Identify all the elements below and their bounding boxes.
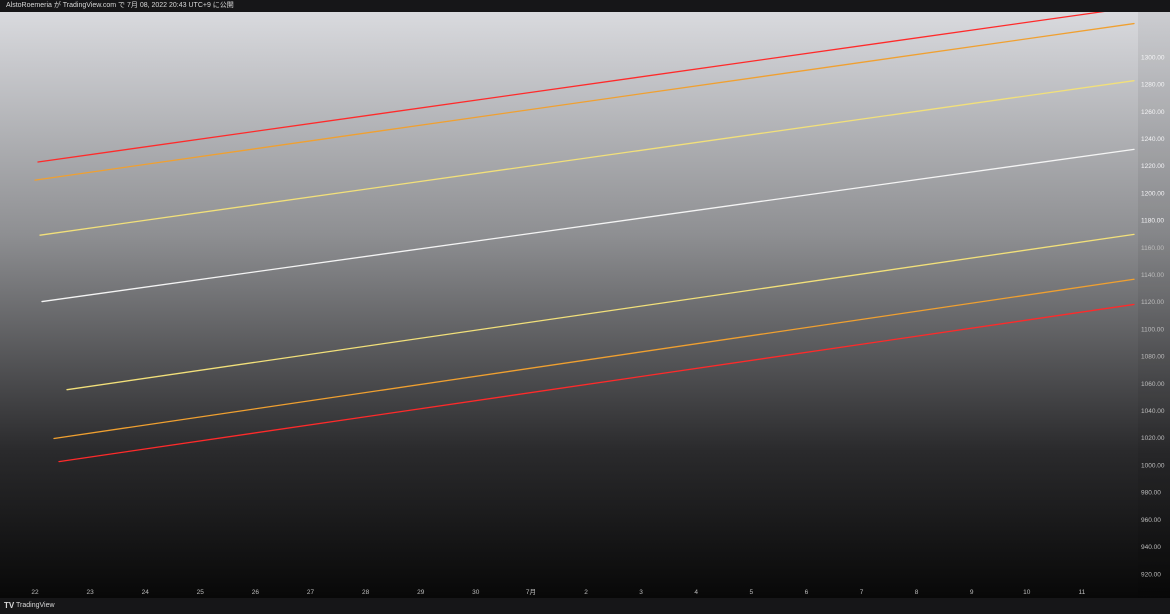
- x-tick-label: 6: [805, 589, 809, 596]
- publish-caption: AlstoRoemeria が TradingView.com で 7月 08,…: [6, 2, 234, 9]
- y-tick-label: 1040.00: [1141, 408, 1165, 415]
- price-scale[interactable]: [1138, 12, 1170, 598]
- x-tick-label: 29: [417, 589, 425, 596]
- x-tick-label: 30: [472, 589, 480, 596]
- x-tick-label: 7月: [526, 588, 536, 596]
- plot-background: [0, 12, 1170, 598]
- y-tick-label: 1220.00: [1141, 163, 1165, 170]
- series-line-1[interactable]: [37, 6, 1135, 163]
- x-tick-label: 2: [584, 589, 588, 596]
- x-tick-label: 28: [362, 589, 370, 596]
- y-tick-label: 1060.00: [1141, 381, 1165, 388]
- y-tick-label: 1120.00: [1141, 299, 1164, 306]
- y-tick-label: 1200.00: [1141, 190, 1165, 197]
- series-line-4[interactable]: [41, 148, 1135, 303]
- y-tick-label: 1000.00: [1141, 462, 1165, 469]
- x-tick-label: 22: [31, 589, 39, 596]
- y-tick-label: 920.00: [1141, 571, 1161, 578]
- y-tick-label: 1020.00: [1141, 435, 1165, 442]
- x-tick-label: 9: [970, 589, 974, 596]
- x-tick-label: 26: [252, 589, 260, 596]
- y-tick-label: 1140.00: [1141, 272, 1164, 279]
- bottom-branding-bar: TV TradingView: [0, 598, 1170, 614]
- tradingview-brand[interactable]: TradingView: [16, 602, 55, 609]
- x-tick-label: 10: [1023, 589, 1031, 596]
- y-tick-label: 960.00: [1141, 517, 1161, 524]
- y-tick-label: 1100.00: [1141, 326, 1164, 333]
- series-line-7[interactable]: [58, 303, 1135, 463]
- series-line-6[interactable]: [53, 278, 1135, 440]
- x-axis[interactable]: 22 23 24 25 26 27 28 29 30 7月 2 3 4 5 6 7 8 9 10 11: [31, 588, 1085, 596]
- x-tick-label: 7: [860, 589, 864, 596]
- x-tick-label: 27: [307, 589, 315, 596]
- series-line-2[interactable]: [34, 22, 1135, 181]
- y-tick-label: 1260.00: [1141, 109, 1165, 116]
- series-line-5[interactable]: [66, 233, 1135, 391]
- top-caption-bar: AlstoRoemeria が TradingView.com で 7月 08,…: [0, 0, 1170, 12]
- tradingview-logo-icon[interactable]: TV: [4, 601, 15, 610]
- y-tick-label: 940.00: [1141, 544, 1161, 551]
- y-tick-label: 1280.00: [1141, 82, 1165, 89]
- x-tick-label: 8: [915, 589, 919, 596]
- x-tick-label: 11: [1079, 589, 1086, 596]
- x-tick-label: 24: [142, 589, 150, 596]
- y-tick-label: 1080.00: [1141, 354, 1165, 361]
- y-tick-label: 1180.00: [1141, 218, 1164, 225]
- y-tick-label: 1160.00: [1141, 245, 1164, 252]
- x-tick-label: 5: [749, 589, 753, 596]
- series-layer: [34, 6, 1135, 463]
- x-tick-label: 23: [86, 589, 94, 596]
- series-line-3[interactable]: [39, 80, 1135, 236]
- x-tick-label: 3: [639, 589, 643, 596]
- y-tick-label: 1300.00: [1141, 54, 1165, 61]
- y-axis[interactable]: 920.00 940.00 960.00 980.00 1000.00 1020.00 10…: [1141, 54, 1165, 578]
- x-tick-label: 4: [694, 589, 698, 596]
- y-tick-label: 1240.00: [1141, 136, 1165, 143]
- y-tick-label: 980.00: [1141, 490, 1161, 497]
- x-tick-label: 25: [197, 589, 205, 596]
